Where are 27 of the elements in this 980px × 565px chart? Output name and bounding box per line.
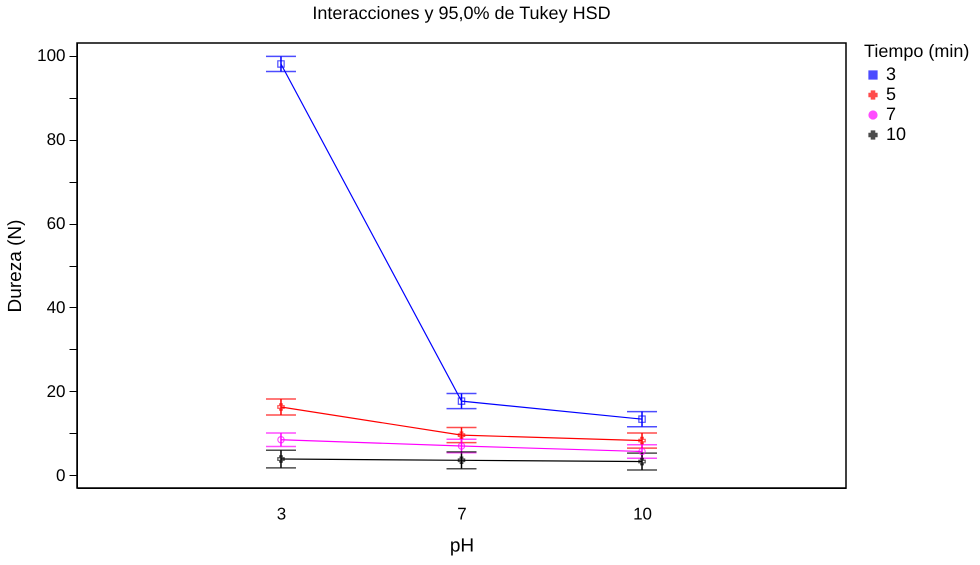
y-tick-label: 60 xyxy=(46,214,66,234)
legend-label: 7 xyxy=(886,104,896,124)
point xyxy=(458,442,466,450)
point xyxy=(458,456,466,464)
legend-label: 5 xyxy=(886,84,896,104)
y-tick-label: 100 xyxy=(37,46,66,66)
y-tick-label: 20 xyxy=(46,382,66,401)
point xyxy=(638,458,646,466)
point xyxy=(458,431,466,439)
x-tick-label: 3 xyxy=(276,504,286,524)
x-tick-label: 7 xyxy=(457,504,467,524)
legend-label: 10 xyxy=(886,124,906,144)
point xyxy=(458,397,466,405)
point xyxy=(277,403,285,411)
chart-title: Interacciones y 95,0% de Tukey HSD xyxy=(312,3,611,23)
y-tick-label: 80 xyxy=(46,130,66,150)
point xyxy=(277,60,285,68)
legend-label: 3 xyxy=(886,64,896,84)
x-tick-label: 10 xyxy=(633,504,652,524)
point xyxy=(277,455,285,463)
y-axis-title: Dureza (N) xyxy=(5,220,26,312)
x-axis-title: pH xyxy=(450,536,474,556)
legend-title: Tiempo (min) xyxy=(864,41,970,61)
y-tick-label: 40 xyxy=(46,298,66,317)
point xyxy=(638,436,646,444)
point xyxy=(638,415,646,423)
y-tick-label: 0 xyxy=(56,466,66,485)
